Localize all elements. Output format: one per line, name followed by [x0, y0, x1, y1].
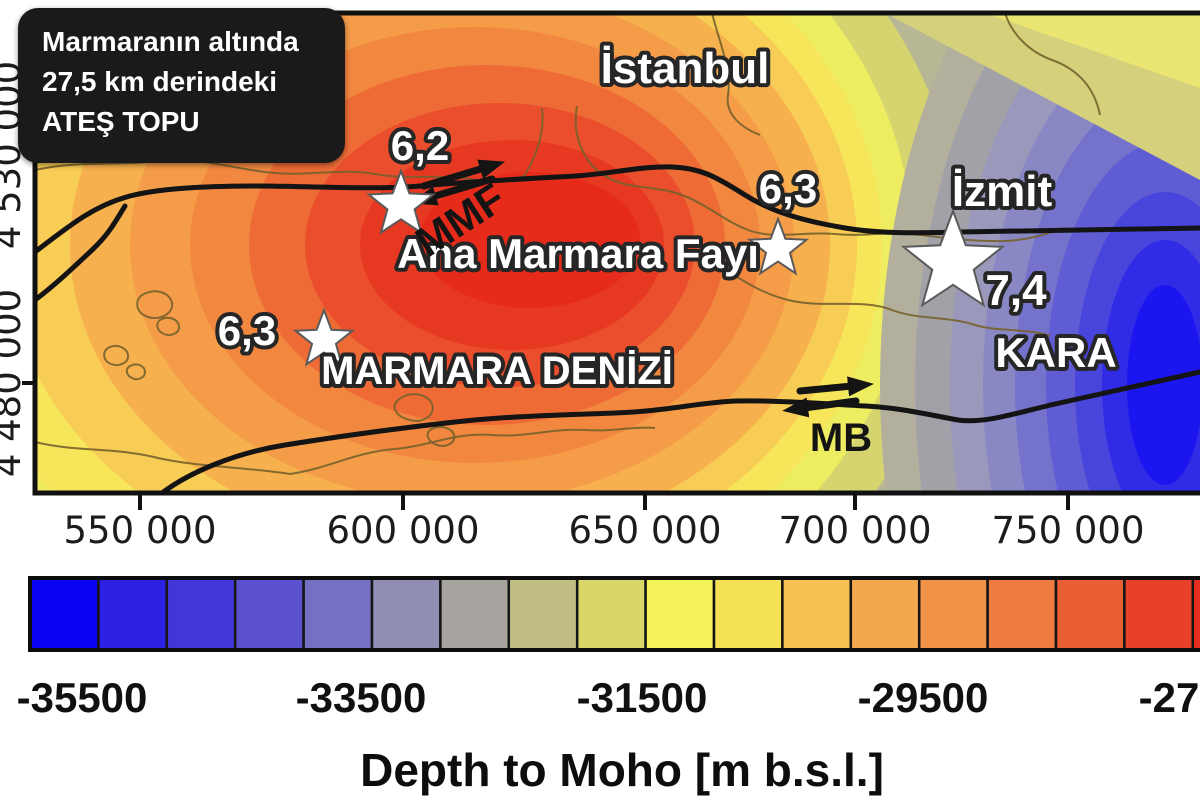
colorbar-cell: [917, 576, 989, 652]
x-tick-label: 750 000: [991, 509, 1144, 552]
earthquake-star-7-4-izmit: [900, 208, 1006, 308]
colorbar-tick-label: -33500: [296, 674, 427, 721]
label-magnitude-6-3-west: 6,3: [218, 307, 276, 354]
contour-band: [1127, 285, 1200, 485]
x-tick-label: 600 000: [326, 509, 479, 552]
info-box-line-2: 27,5 km derindeki: [42, 66, 278, 97]
earthquake-star-6-2: [365, 168, 437, 235]
colorbar-cell: [507, 576, 579, 652]
colorbar-cell: [370, 576, 442, 652]
label-ana-marmara-fayi: Ana Marmara Fayı: [397, 230, 759, 277]
colorbar-tick-label: -35500: [17, 674, 148, 721]
label-magnitude-6-2: 6,2: [391, 122, 449, 169]
fault-branch-line: [35, 203, 128, 303]
label-istanbul: İstanbul: [601, 44, 770, 93]
colorbar-cell: [233, 576, 305, 652]
colorbar-cell: [1123, 576, 1195, 652]
label-kara: KARA: [995, 329, 1116, 376]
colorbar-cell: [302, 576, 374, 652]
colorbar-cell: [1054, 576, 1126, 652]
contour-band: [420, 172, 640, 308]
colorbar-tick-label: -31500: [577, 674, 708, 721]
info-box-line-3: ATEŞ TOPU: [42, 106, 200, 137]
colorbar-cell: [781, 576, 853, 652]
colorbar-cell: [849, 576, 921, 652]
figure-title: Depth to Moho [m b.s.l.]: [360, 744, 884, 796]
info-box: Marmaranın altında 27,5 km derindeki ATE…: [18, 8, 345, 163]
x-tick-label: 700 000: [778, 509, 931, 552]
label-izmit: İzmit: [952, 167, 1053, 216]
colorbar-cell: [97, 576, 169, 652]
colorbar-cell: [165, 576, 237, 652]
info-box-line-1: Marmaranın altında: [42, 26, 299, 57]
label-mb: MB: [810, 416, 872, 460]
colorbar-tick-label: -27500: [1139, 674, 1200, 721]
fault-mb-line: [159, 369, 1200, 493]
label-marmara-denizi: MARMARA DENİZİ: [321, 349, 673, 393]
colorbar-cell: [1191, 576, 1200, 652]
mb-strike-slip-arrows: [782, 376, 874, 418]
colorbar-border: [28, 576, 1200, 652]
colorbar-cell: [575, 576, 647, 652]
x-tick-label: 550 000: [63, 509, 216, 552]
label-magnitude-7-4: 7,4: [985, 266, 1047, 315]
earthquake-star-6-3-west: [292, 307, 356, 367]
colorbar-cell: [644, 576, 716, 652]
fault-mmf-line: [35, 164, 1200, 255]
colorbar-cell: [986, 576, 1058, 652]
label-magnitude-6-3-east: 6,3: [759, 165, 817, 212]
colorbar-cell: [28, 576, 100, 652]
mmf-strike-slip-arrows: [410, 159, 506, 206]
colorbar: -35500 -33500 -31500 -29500 -27500: [17, 576, 1200, 721]
contour-band: [985, 13, 1200, 88]
colorbar-tick-label: -29500: [858, 674, 989, 721]
earthquake-star-6-3-east: [746, 216, 810, 276]
colorbar-cell: [439, 576, 511, 652]
colorbar-cell: [712, 576, 784, 652]
x-axis: 550 000 600 000 650 000 700 000 750 000: [63, 495, 1145, 552]
x-tick-label: 650 000: [568, 509, 721, 552]
map-border: [32, 10, 1200, 496]
